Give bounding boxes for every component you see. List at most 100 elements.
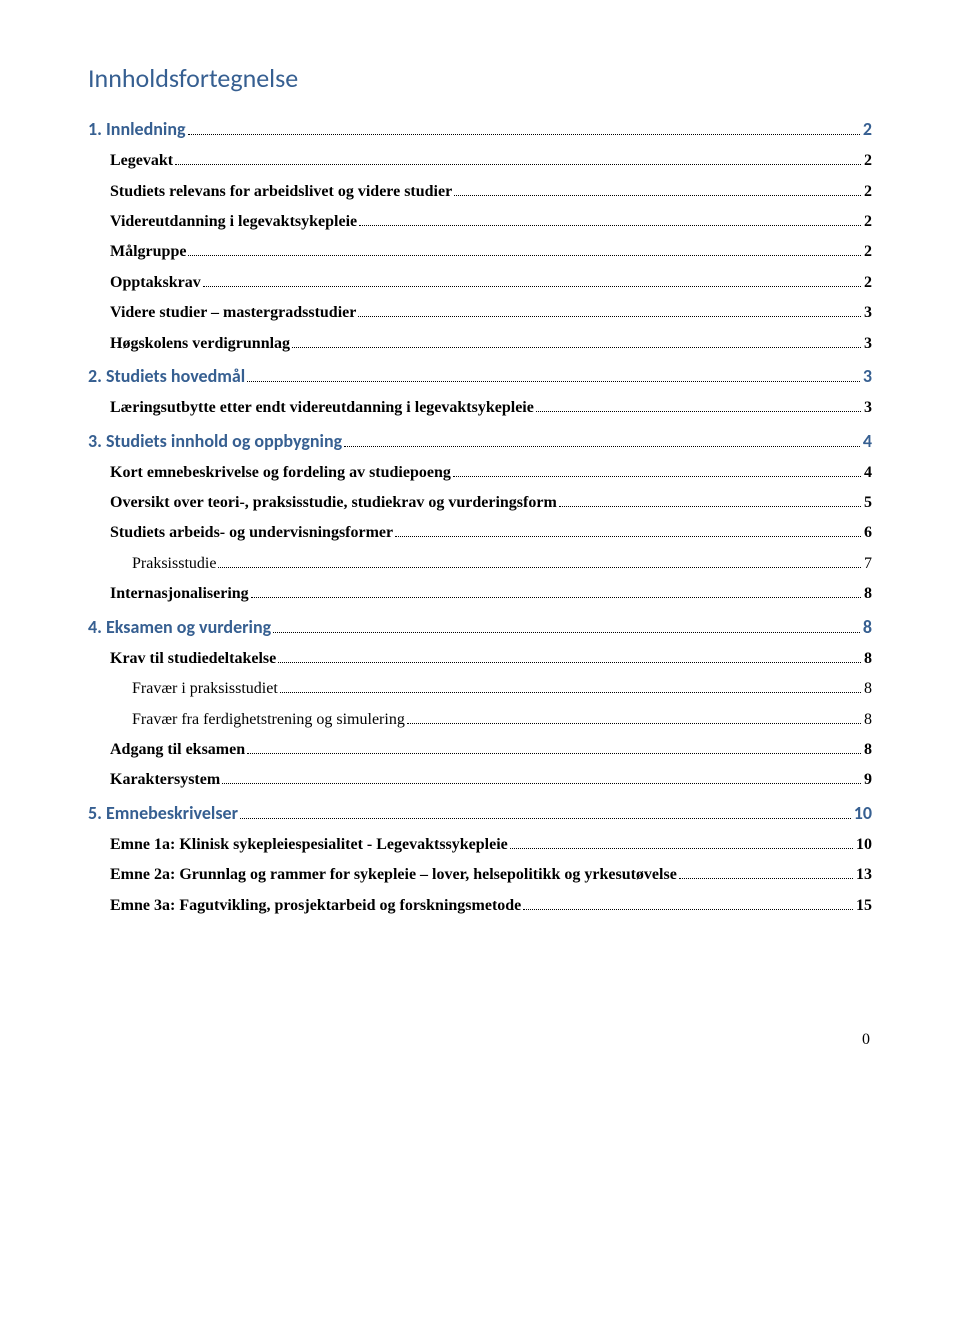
toc-entry-page: 2 <box>864 237 872 267</box>
toc-entry-page: 2 <box>864 177 872 207</box>
toc-entry-label: Krav til studiedeltakelse <box>110 644 276 674</box>
toc-entry: Læringsutbytte etter endt videreutdannin… <box>88 393 872 423</box>
toc-leader-dots <box>407 710 861 724</box>
toc-entry-label: Høgskolens verdigrunnlag <box>110 329 290 359</box>
toc-entry-page: 2 <box>864 146 872 176</box>
toc-entry: Internasjonalisering 8 <box>88 579 872 609</box>
toc-entry: Høgskolens verdigrunnlag 3 <box>88 329 872 359</box>
toc-entry-label: Videreutdanning i legevaktsykepleie <box>110 207 357 237</box>
toc-entry-page: 15 <box>856 891 872 921</box>
toc-entry: Studiets relevans for arbeidslivet og vi… <box>88 177 872 207</box>
toc-entry: Opptakskrav 2 <box>88 268 872 298</box>
toc-entry-label: Fravær fra ferdighetstrening og simuleri… <box>132 705 405 735</box>
toc-entry-page: 10 <box>854 796 872 830</box>
toc-entry: Videreutdanning i legevaktsykepleie 2 <box>88 207 872 237</box>
toc-entry-label: Læringsutbytte etter endt videreutdannin… <box>110 393 534 423</box>
toc-entry-label: Kort emnebeskrivelse og fordeling av stu… <box>110 458 451 488</box>
toc-entry-label: Internasjonalisering <box>110 579 249 609</box>
toc-leader-dots <box>175 151 861 165</box>
toc-entry-label: 3. Studiets innhold og oppbygning <box>88 424 342 458</box>
toc-leader-dots <box>280 679 861 693</box>
toc-entry-label: Videre studier – mastergradsstudier <box>110 298 356 328</box>
toc-entry: Emne 3a: Fagutvikling, prosjektarbeid og… <box>88 891 872 921</box>
toc-entry-page: 4 <box>863 424 872 458</box>
toc-leader-dots <box>222 771 861 785</box>
toc-entry: 4. Eksamen og vurdering 8 <box>88 610 872 644</box>
toc-entry-page: 2 <box>864 207 872 237</box>
toc-leader-dots <box>251 584 861 598</box>
toc-entry-page: 8 <box>863 610 872 644</box>
toc-entry-page: 8 <box>864 674 872 704</box>
toc-entry-label: 1. Innledning <box>88 112 186 146</box>
toc-leader-dots <box>559 493 861 507</box>
toc-leader-dots <box>247 368 860 382</box>
toc-leader-dots <box>358 303 861 317</box>
toc-entry: Legevakt 2 <box>88 146 872 176</box>
toc-entry-page: 8 <box>864 735 872 765</box>
toc-entry-page: 13 <box>856 860 872 890</box>
toc-leader-dots <box>454 182 861 196</box>
table-of-contents: 1. Innledning 2Legevakt 2Studiets releva… <box>88 112 872 921</box>
toc-entry: Studiets arbeids- og undervisningsformer… <box>88 518 872 548</box>
toc-leader-dots <box>247 740 861 754</box>
toc-entry: Oversikt over teori-, praksisstudie, stu… <box>88 488 872 518</box>
toc-entry-label: Emne 2a: Grunnlag og rammer for sykeplei… <box>110 860 677 890</box>
footer-page-number: 0 <box>88 1031 872 1049</box>
toc-entry: 1. Innledning 2 <box>88 112 872 146</box>
toc-entry-label: Oversikt over teori-, praksisstudie, stu… <box>110 488 557 518</box>
toc-leader-dots <box>510 835 853 849</box>
toc-entry-label: Opptakskrav <box>110 268 201 298</box>
toc-entry-label: Emne 1a: Klinisk sykepleiespesialitet - … <box>110 830 508 860</box>
document-page: Innholdsfortegnelse 1. Innledning 2Legev… <box>0 0 960 1089</box>
toc-entry-label: Fravær i praksisstudiet <box>132 674 278 704</box>
toc-entry-page: 8 <box>864 579 872 609</box>
toc-entry-page: 8 <box>864 705 872 735</box>
toc-entry-label: Studiets arbeids- og undervisningsformer <box>110 518 393 548</box>
toc-entry-page: 3 <box>864 393 872 423</box>
toc-entry-page: 8 <box>864 644 872 674</box>
toc-leader-dots <box>292 334 861 348</box>
toc-leader-dots <box>218 554 861 568</box>
toc-entry: Krav til studiedeltakelse 8 <box>88 644 872 674</box>
toc-leader-dots <box>523 896 853 910</box>
toc-entry: Praksisstudie 7 <box>88 549 872 579</box>
toc-entry-label: Praksisstudie <box>132 549 216 579</box>
toc-leader-dots <box>344 433 860 447</box>
toc-leader-dots <box>188 121 860 135</box>
toc-entry-page: 10 <box>856 830 872 860</box>
toc-entry-page: 3 <box>864 329 872 359</box>
toc-entry: Emne 2a: Grunnlag og rammer for sykeplei… <box>88 860 872 890</box>
toc-leader-dots <box>536 398 861 412</box>
toc-entry: 5. Emnebeskrivelser 10 <box>88 796 872 830</box>
toc-title: Innholdsfortegnelse <box>88 62 872 94</box>
toc-leader-dots <box>278 649 861 663</box>
toc-entry: Adgang til eksamen 8 <box>88 735 872 765</box>
toc-leader-dots <box>359 212 861 226</box>
toc-leader-dots <box>453 463 861 477</box>
toc-leader-dots <box>188 243 861 257</box>
toc-entry-label: 4. Eksamen og vurdering <box>88 610 271 644</box>
toc-entry: 3. Studiets innhold og oppbygning 4 <box>88 424 872 458</box>
toc-entry: Fravær fra ferdighetstrening og simuleri… <box>88 705 872 735</box>
toc-entry: Videre studier – mastergradsstudier 3 <box>88 298 872 328</box>
toc-leader-dots <box>679 866 853 880</box>
toc-entry-label: Legevakt <box>110 146 173 176</box>
toc-entry-page: 3 <box>863 359 872 393</box>
toc-leader-dots <box>273 619 860 633</box>
toc-entry: Emne 1a: Klinisk sykepleiespesialitet - … <box>88 830 872 860</box>
toc-entry: Kort emnebeskrivelse og fordeling av stu… <box>88 458 872 488</box>
toc-leader-dots <box>395 524 861 538</box>
toc-entry: Målgruppe 2 <box>88 237 872 267</box>
toc-entry-page: 7 <box>864 549 872 579</box>
toc-leader-dots <box>203 273 861 287</box>
toc-entry-page: 5 <box>864 488 872 518</box>
toc-leader-dots <box>240 805 851 819</box>
toc-entry-page: 3 <box>864 298 872 328</box>
toc-entry-label: Målgruppe <box>110 237 186 267</box>
toc-entry-page: 4 <box>864 458 872 488</box>
toc-entry-label: 5. Emnebeskrivelser <box>88 796 238 830</box>
toc-entry: Fravær i praksisstudiet 8 <box>88 674 872 704</box>
toc-entry: 2. Studiets hovedmål 3 <box>88 359 872 393</box>
toc-entry-label: Studiets relevans for arbeidslivet og vi… <box>110 177 452 207</box>
toc-entry-label: Emne 3a: Fagutvikling, prosjektarbeid og… <box>110 891 521 921</box>
